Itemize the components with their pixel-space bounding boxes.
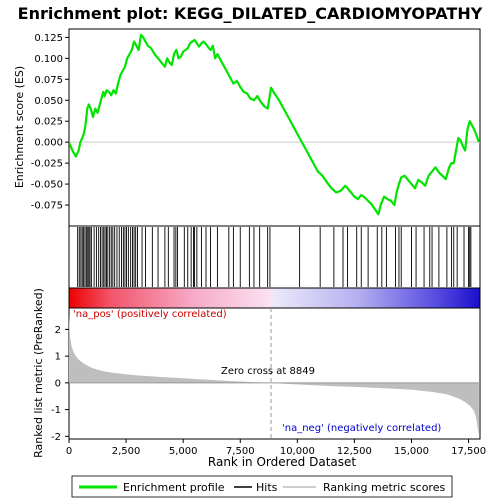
es-y-tick-label: 0.050 bbox=[34, 96, 63, 107]
es-y-tick-label: -0.075 bbox=[31, 201, 63, 212]
metric-panel-frame bbox=[68, 307, 481, 440]
es-y-tick-label: 0.000 bbox=[34, 138, 63, 149]
x-tick-label: 15,000 bbox=[394, 446, 429, 457]
metric-y-tick-label: 1 bbox=[55, 352, 61, 363]
es-y-axis-label: Enrichment score (ES) bbox=[13, 66, 26, 188]
es-y-tick-label: 0.125 bbox=[34, 33, 63, 44]
legend-frame bbox=[71, 475, 453, 498]
metric-y-axis: -2 -1 0 1 2 bbox=[51, 325, 69, 443]
x-tick-label: 12,500 bbox=[337, 446, 372, 457]
metric-y-tick-label: 2 bbox=[55, 325, 61, 336]
legend-label-enrichment-profile: Enrichment profile bbox=[123, 481, 225, 494]
es-y-axis: -0.075 -0.050 -0.025 0.000 0.025 0.050 0.075 0.… bbox=[31, 33, 69, 212]
x-tick-label: 2,500 bbox=[112, 446, 141, 457]
rank-colorbar bbox=[68, 287, 481, 309]
es-y-tick-label: 0.025 bbox=[34, 117, 63, 128]
metric-y-axis-label: Ranked list metric (PreRanked) bbox=[32, 288, 45, 458]
chart-title: Enrichment plot: KEGG_DILATED_CARDIOMYOP… bbox=[18, 4, 483, 23]
x-axis: 0 2,500 5,000 7,500 10,000 12,500 15,000 17,500 bbox=[66, 439, 486, 457]
legend-label-hits: Hits bbox=[256, 481, 278, 494]
es-y-tick-label: 0.075 bbox=[34, 75, 63, 86]
enrichment-profile-line bbox=[69, 33, 480, 216]
metric-y-tick-label: 0 bbox=[55, 378, 61, 389]
metric-y-tick-label: -2 bbox=[51, 432, 61, 443]
legend: Enrichment profile Hits Ranking metric s… bbox=[71, 475, 453, 498]
legend-label-ranking-metric-scores: Ranking metric scores bbox=[323, 481, 445, 494]
x-tick-label: 0 bbox=[66, 446, 72, 457]
negative-correlation-label: 'na_neg' (negatively correlated) bbox=[282, 423, 441, 434]
x-tick-label: 10,000 bbox=[280, 446, 315, 457]
x-tick-label: 5,000 bbox=[169, 446, 198, 457]
x-tick-label: 17,500 bbox=[451, 446, 486, 457]
es-panel-frame bbox=[68, 28, 481, 227]
es-y-tick-label: -0.025 bbox=[31, 159, 63, 170]
hit-markers bbox=[77, 227, 472, 287]
es-y-tick-label: 0.100 bbox=[34, 54, 63, 65]
x-axis-label: Rank in Ordered Dataset bbox=[208, 455, 356, 469]
zero-cross-label: Zero cross at 8849 bbox=[221, 366, 315, 377]
positive-correlation-label: 'na_pos' (positively correlated) bbox=[73, 309, 227, 320]
es-y-tick-label: -0.050 bbox=[31, 180, 63, 191]
x-tick-label: 7,500 bbox=[226, 446, 255, 457]
metric-y-tick-label: -1 bbox=[51, 405, 61, 416]
